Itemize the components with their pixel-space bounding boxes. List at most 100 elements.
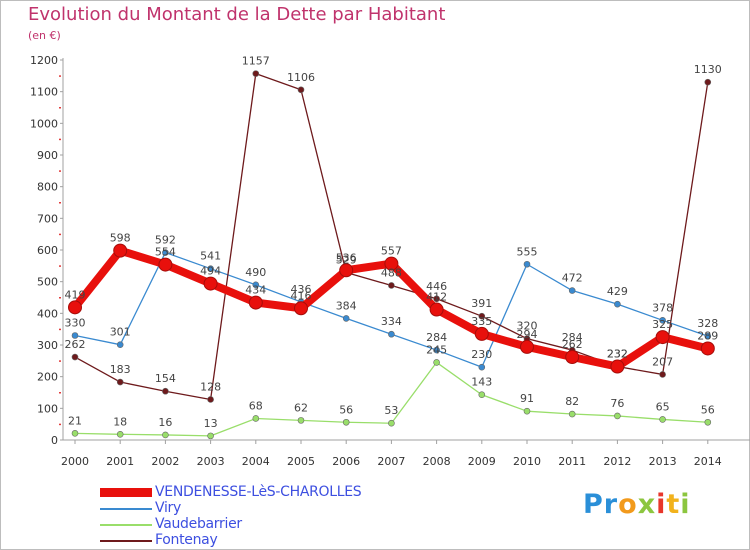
data-label: 1157 <box>242 55 270 68</box>
y-tick-label: 800 <box>37 181 58 194</box>
data-point <box>252 415 260 422</box>
data-point <box>116 378 124 386</box>
chart-title: Evolution du Montant de la Dette par Hab… <box>28 4 446 25</box>
legend-swatch <box>100 488 152 497</box>
y-minor-tick <box>59 265 61 267</box>
y-tick-label: 400 <box>37 307 58 320</box>
data-point <box>433 295 440 303</box>
data-label: 262 <box>562 338 583 351</box>
data-point <box>388 330 395 338</box>
data-point <box>252 281 260 289</box>
data-label: 53 <box>384 404 398 417</box>
data-label: 207 <box>652 355 673 368</box>
data-label: 284 <box>562 331 583 344</box>
data-label: 541 <box>200 250 221 263</box>
x-tick-label: 2006 <box>332 455 360 468</box>
data-point <box>659 316 666 324</box>
data-point <box>523 407 531 415</box>
data-point <box>704 78 712 86</box>
data-point <box>342 315 350 322</box>
legend-item: VENDENESSE-LèS-CHAROLLES <box>100 484 440 500</box>
data-label: 289 <box>697 329 718 342</box>
x-tick-label: 2003 <box>197 455 225 468</box>
data-point <box>297 86 305 94</box>
data-label: 529 <box>336 253 357 266</box>
series-vendenesse-l-s-charolles <box>68 243 715 374</box>
data-point <box>568 287 576 294</box>
data-point <box>614 300 621 308</box>
data-point <box>388 419 395 427</box>
data-label: 68 <box>249 399 263 412</box>
data-point <box>71 430 79 437</box>
y-minor-tick <box>59 170 61 172</box>
x-tick-label: 2001 <box>106 455 134 468</box>
data-label: 56 <box>701 403 715 416</box>
legend-swatch <box>100 508 152 510</box>
data-label: 490 <box>245 266 266 279</box>
data-label: 1130 <box>694 63 722 76</box>
data-label: 13 <box>204 417 218 430</box>
y-tick-label: 1100 <box>30 86 58 99</box>
data-label: 384 <box>336 299 357 312</box>
y-tick-label: 500 <box>37 276 58 289</box>
data-point <box>433 359 440 366</box>
x-tick-label: 2002 <box>151 455 179 468</box>
data-point <box>116 341 124 348</box>
data-label: 301 <box>110 326 131 339</box>
logo-letter: t <box>666 489 681 520</box>
y-tick-label: 100 <box>37 402 58 415</box>
data-point <box>162 431 169 439</box>
data-label: 434 <box>245 284 266 297</box>
series-viry <box>71 249 712 371</box>
y-minor-tick <box>59 328 61 331</box>
data-label: 232 <box>607 348 628 361</box>
data-point <box>248 295 263 310</box>
x-tick-label: 2000 <box>61 455 89 468</box>
y-tick-label: 300 <box>37 339 58 352</box>
data-label: 598 <box>110 232 131 245</box>
data-label: 294 <box>517 328 538 341</box>
data-point <box>704 418 712 426</box>
data-point <box>162 249 169 256</box>
data-point <box>252 70 260 77</box>
data-label: 446 <box>426 280 447 293</box>
y-minor-tick <box>59 423 61 426</box>
y-minor-tick <box>59 392 61 394</box>
legend-label: Fontenay <box>155 532 218 548</box>
x-tick-label: 2010 <box>513 455 541 468</box>
data-label: 330 <box>65 317 86 330</box>
data-label: 429 <box>607 285 628 298</box>
data-point <box>700 341 715 356</box>
data-label: 62 <box>294 401 308 414</box>
legend-label: Vaudebarrier <box>155 516 242 532</box>
data-point <box>523 260 531 268</box>
y-tick-label: 900 <box>37 149 58 162</box>
series-vaudebarrier <box>71 359 712 440</box>
data-label: 65 <box>656 400 670 413</box>
data-label: 143 <box>471 376 492 389</box>
legend-swatch <box>100 540 152 542</box>
data-label: 320 <box>517 320 538 333</box>
data-point <box>207 396 214 403</box>
data-label: 391 <box>471 297 492 310</box>
data-point <box>116 430 124 438</box>
data-label: 16 <box>158 416 172 429</box>
data-point <box>388 282 395 289</box>
logo-letter: o <box>618 489 638 520</box>
data-point <box>474 326 489 341</box>
data-point <box>339 263 354 278</box>
data-point <box>659 416 666 423</box>
y-tick-label: 700 <box>37 212 58 225</box>
data-label: 18 <box>113 415 127 428</box>
data-point <box>433 346 440 354</box>
data-label: 378 <box>652 301 673 314</box>
data-point <box>342 418 350 426</box>
logo-letter: i <box>680 489 691 520</box>
y-minor-tick <box>59 107 61 109</box>
legend-swatch <box>100 524 152 526</box>
data-label: 325 <box>652 318 673 331</box>
data-label: 82 <box>565 395 579 408</box>
x-tick-label: 2014 <box>694 455 722 468</box>
data-point <box>203 276 218 291</box>
